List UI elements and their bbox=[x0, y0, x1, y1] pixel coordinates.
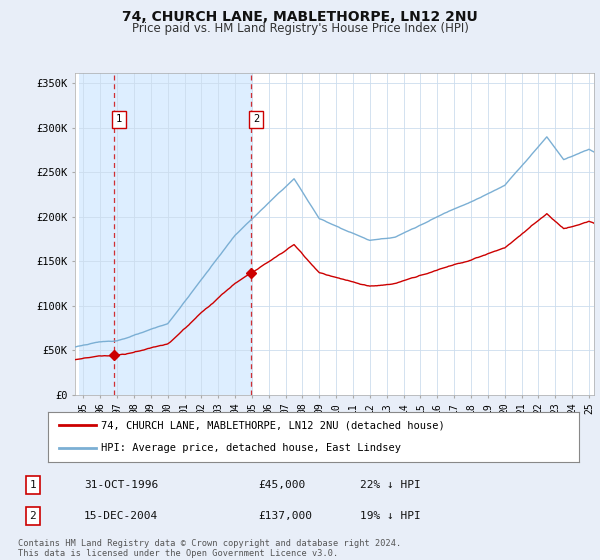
Text: 74, CHURCH LANE, MABLETHORPE, LN12 2NU: 74, CHURCH LANE, MABLETHORPE, LN12 2NU bbox=[122, 10, 478, 24]
Text: 22% ↓ HPI: 22% ↓ HPI bbox=[360, 480, 421, 490]
Text: 1: 1 bbox=[29, 480, 37, 490]
Text: 31-OCT-1996: 31-OCT-1996 bbox=[84, 480, 158, 490]
Bar bbox=[75, 73, 251, 395]
Text: Price paid vs. HM Land Registry's House Price Index (HPI): Price paid vs. HM Land Registry's House … bbox=[131, 22, 469, 35]
Text: 1: 1 bbox=[116, 114, 122, 124]
Text: £137,000: £137,000 bbox=[258, 511, 312, 521]
Bar bbox=[75, 73, 79, 395]
Text: 2: 2 bbox=[253, 114, 259, 124]
Text: 19% ↓ HPI: 19% ↓ HPI bbox=[360, 511, 421, 521]
Text: 15-DEC-2004: 15-DEC-2004 bbox=[84, 511, 158, 521]
Text: Contains HM Land Registry data © Crown copyright and database right 2024.
This d: Contains HM Land Registry data © Crown c… bbox=[18, 539, 401, 558]
Text: HPI: Average price, detached house, East Lindsey: HPI: Average price, detached house, East… bbox=[101, 444, 401, 454]
Text: £45,000: £45,000 bbox=[258, 480, 305, 490]
Text: 74, CHURCH LANE, MABLETHORPE, LN12 2NU (detached house): 74, CHURCH LANE, MABLETHORPE, LN12 2NU (… bbox=[101, 420, 445, 430]
Text: 2: 2 bbox=[29, 511, 37, 521]
